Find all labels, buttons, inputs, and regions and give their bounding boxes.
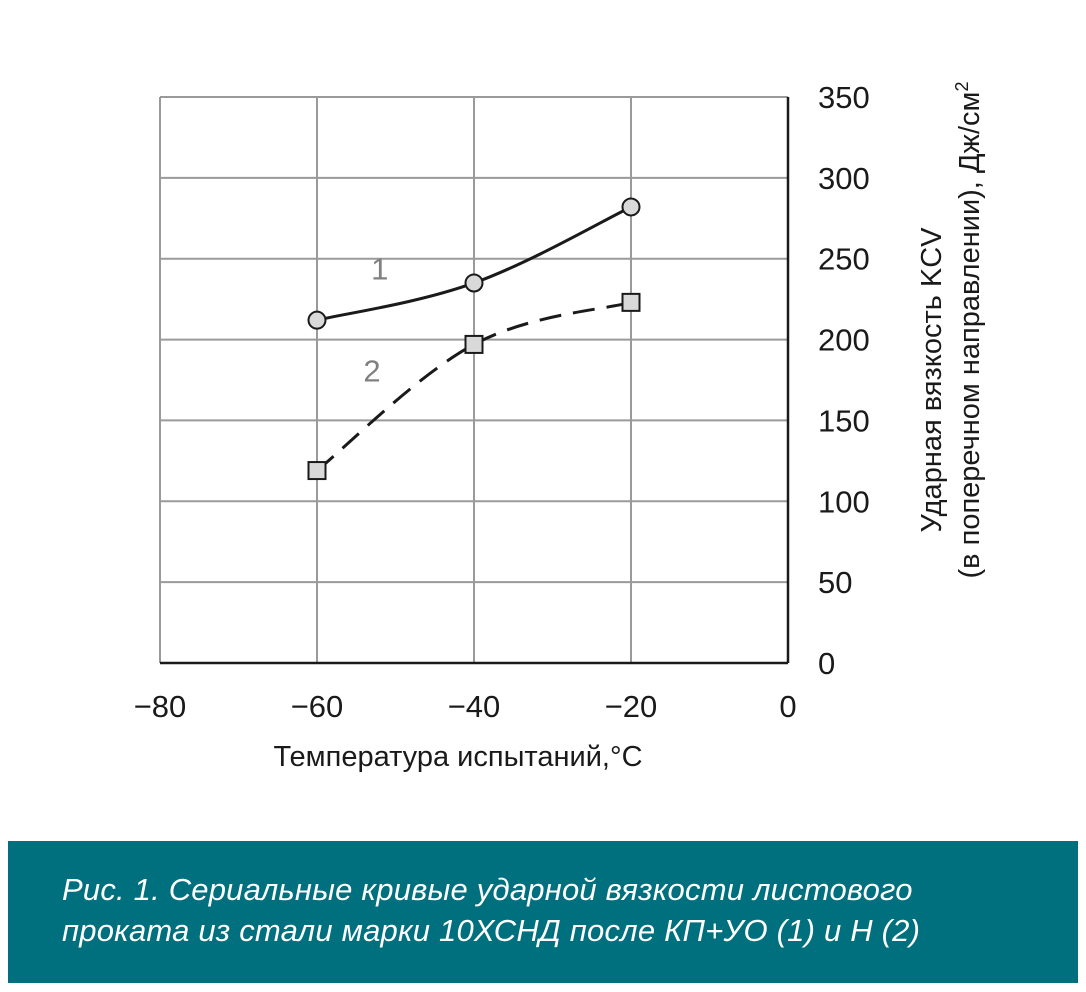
series-1-label: 1 xyxy=(371,252,388,287)
x-tick-label: −80 xyxy=(134,689,187,724)
y-axis-title-line1: Ударная вязкость KCV xyxy=(916,227,948,533)
y-tick-label: 250 xyxy=(818,242,870,277)
x-tick-label: −40 xyxy=(448,689,501,724)
series-2-label: 2 xyxy=(363,354,380,389)
series-2-point xyxy=(307,461,327,481)
x-axis-title: Температура испытаний,°С xyxy=(273,741,642,773)
grid xyxy=(159,96,788,663)
figure-caption: Рис. 1. Сериальные кривые ударной вязкос… xyxy=(8,841,1078,983)
series-2-point xyxy=(621,292,641,312)
y-axis-title-line2-text: (в поперечном направлении), Дж/см xyxy=(954,92,986,579)
y-tick-label: 100 xyxy=(818,484,870,519)
y-axis-title-line2: (в поперечном направлении), Дж/см2 xyxy=(952,82,986,579)
x-tick-label: −60 xyxy=(291,689,344,724)
series-2-line xyxy=(316,300,632,472)
labels: Температура испытаний,°С Ударная вязкост… xyxy=(273,82,986,773)
y-axis-unit-superscript: 2 xyxy=(952,82,972,92)
series-1-point xyxy=(307,310,327,330)
caption-line-1: Рис. 1. Сериальные кривые ударной вязкос… xyxy=(62,872,913,907)
y-tick-label: 350 xyxy=(818,80,870,115)
series-1-point xyxy=(621,197,641,217)
series-layer: 12 xyxy=(307,197,641,481)
caption-line-2: проката из стали марки 10ХСНД после КП+У… xyxy=(62,913,921,948)
y-tick-label: 300 xyxy=(818,161,870,196)
axes: 0 50 100 150 200 250 300 350 −80 −60 −40 −20 0 xyxy=(134,80,870,724)
y-tick-label: 50 xyxy=(818,565,852,600)
x-tick-label: −20 xyxy=(605,689,658,724)
y-tick-label: 150 xyxy=(818,403,870,438)
y-tick-label: 200 xyxy=(818,323,870,358)
y-tick-label: 0 xyxy=(818,646,835,681)
series-2-point xyxy=(464,334,484,354)
x-tick-label: 0 xyxy=(779,689,796,724)
series-1-point xyxy=(464,273,484,293)
